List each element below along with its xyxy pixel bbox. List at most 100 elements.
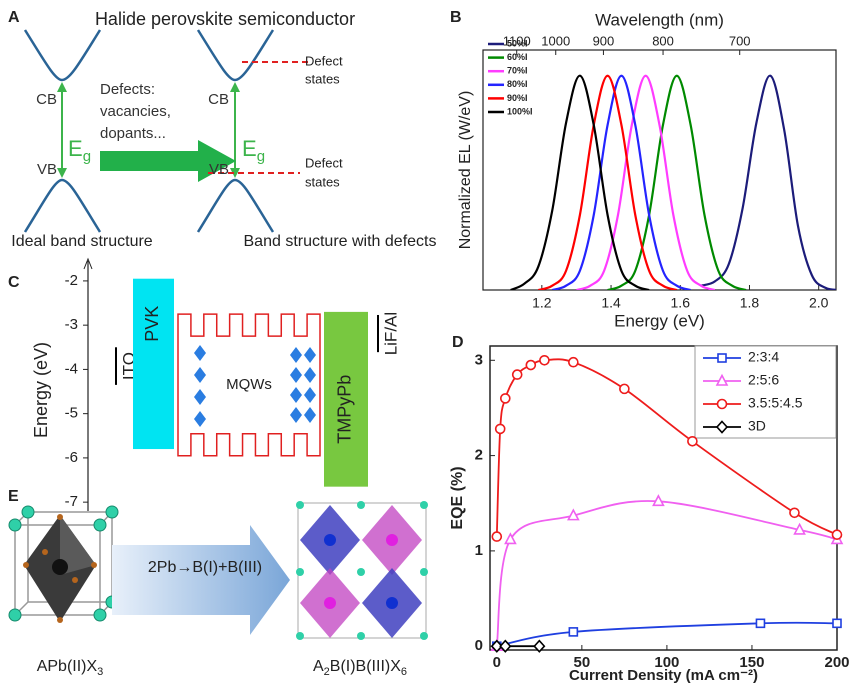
panel-label: A	[8, 9, 20, 26]
series-line	[495, 500, 837, 647]
panel-label: D	[452, 334, 464, 351]
formula-subscript: 2	[324, 666, 330, 678]
arrow-text: vacancies,	[100, 103, 171, 120]
x-tick-label: 2.0	[809, 295, 829, 311]
marker	[687, 435, 698, 447]
layer-label: TMPyPb	[335, 375, 355, 444]
marker	[755, 618, 766, 629]
legend-label: 90%I	[507, 93, 528, 103]
legend-label: 70%I	[507, 66, 528, 76]
formula: A2B(I)B(III)X6	[313, 658, 407, 678]
process-arrow	[100, 140, 236, 182]
marker	[490, 639, 503, 653]
marker	[568, 627, 579, 637]
marker	[831, 529, 843, 540]
double-perovskite	[296, 501, 428, 640]
y-tick-label: -2	[65, 272, 78, 289]
marker	[789, 507, 800, 519]
legend-label: 2:5:6	[748, 372, 779, 388]
marker	[491, 531, 503, 542]
spectrum	[510, 74, 650, 290]
legend-label: 2:3:4	[748, 349, 779, 365]
x-tick-label: 200	[824, 654, 849, 671]
marker	[832, 618, 842, 629]
x2-tick-label: 1100	[503, 33, 531, 48]
x-tick-label: 0	[493, 654, 501, 671]
x-tick-label: 1.2	[532, 295, 552, 311]
spectrum	[551, 74, 691, 290]
gap-subscript: g	[257, 148, 265, 165]
layer-label: LiF/Al	[381, 312, 400, 355]
panel-e: 2Pb→B(I)+B(III) APb(II)X3 A2B(I)B(III)X6	[8, 501, 428, 678]
marker	[652, 494, 665, 507]
x-tick-label: 1.8	[740, 295, 760, 311]
legend-label: 60%I	[507, 52, 528, 62]
band-label: CB	[36, 91, 57, 108]
formula: APb(II)X3	[37, 658, 104, 678]
atom	[52, 559, 68, 575]
octahedron-face	[60, 515, 96, 575]
y-tick-label: -4	[65, 360, 78, 377]
plot-frame	[489, 345, 838, 651]
gap-symbol: E	[242, 136, 257, 161]
legend-label: 100%I	[507, 106, 533, 116]
marker	[494, 423, 506, 435]
marker	[511, 369, 523, 380]
caption: Ideal band structure	[11, 233, 153, 250]
marker	[539, 354, 550, 366]
x2-tick-label: 700	[729, 33, 751, 48]
x2-tick-label: 800	[652, 33, 674, 48]
marker	[499, 639, 512, 653]
defect-label: states	[305, 71, 340, 86]
y-tick-label: -3	[65, 316, 78, 333]
marker	[793, 522, 806, 535]
axis-arrow	[83, 257, 93, 270]
legend-label: 50%I	[507, 38, 528, 48]
arrow-text: Defects:	[100, 81, 155, 98]
plot-frame	[482, 49, 837, 291]
marker	[567, 508, 580, 521]
panel-label: B	[450, 9, 462, 26]
formula-part: B(I)B(III)X	[330, 658, 401, 675]
arrow-text: dopants...	[100, 125, 166, 142]
y-tick-label: 0	[475, 637, 483, 654]
gap-arrows	[57, 82, 240, 178]
spectrum	[576, 74, 716, 290]
diagram-title: Halide perovskite semiconductor	[95, 9, 355, 29]
marker	[525, 359, 537, 371]
x-axis-label: Current Density (mA cm⁻²)	[569, 667, 758, 684]
spectrum	[607, 74, 747, 290]
band-label: VB	[37, 161, 57, 178]
legend-marker	[716, 398, 728, 410]
x-axis-label: Energy (eV)	[614, 311, 705, 330]
formula-subscript: 3	[97, 666, 103, 678]
series-line	[496, 621, 837, 648]
formula-part: A	[313, 658, 324, 675]
caption: Band structure with defects	[244, 233, 437, 250]
defect-levels	[208, 61, 310, 174]
x-tick-label: 150	[739, 654, 764, 671]
band-label: CB	[208, 91, 229, 108]
legend-marker	[717, 353, 727, 363]
formula-subscript: 6	[401, 666, 407, 678]
x2-tick-label: 900	[593, 33, 615, 48]
layer-box	[324, 311, 368, 487]
marker	[500, 393, 511, 404]
y-tick-label: -7	[65, 493, 78, 510]
marker	[619, 383, 630, 395]
defect-label: Defect	[305, 155, 343, 170]
band-label: VB	[209, 161, 229, 178]
marker	[504, 532, 517, 545]
x-tick-label: 100	[654, 654, 679, 671]
x-tick-label: 1.6	[671, 295, 691, 311]
gap-subscript: g	[83, 148, 91, 165]
marker	[568, 356, 579, 368]
panel-label: C	[8, 274, 20, 291]
bands	[23, 29, 275, 233]
halides	[23, 514, 97, 623]
gap-symbol: E	[68, 136, 83, 161]
transform-label: 2Pb→B(I)+B(III)	[148, 559, 262, 576]
legend-label: 80%I	[507, 79, 528, 89]
transform-arrow	[112, 525, 290, 635]
defect-label: states	[305, 174, 340, 189]
